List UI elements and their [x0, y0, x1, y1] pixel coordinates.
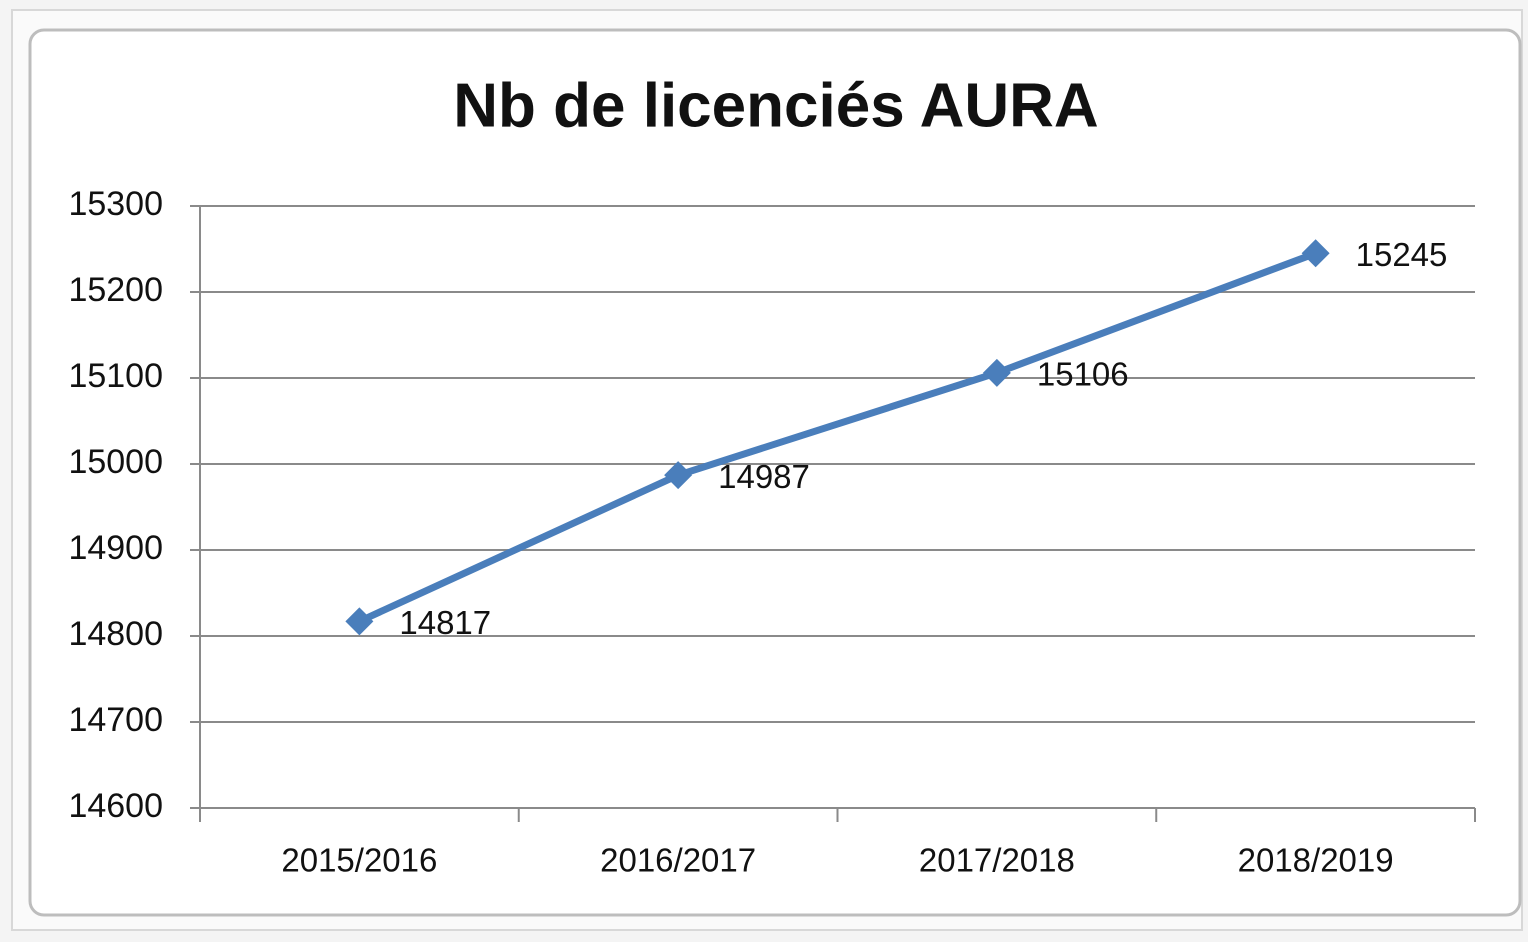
x-tick-label: 2016/2017 [600, 842, 756, 879]
marker [1301, 239, 1330, 268]
data-label: 15245 [1356, 236, 1448, 273]
y-tick-label: 15200 [68, 271, 163, 309]
marker [345, 607, 374, 636]
y-tick-label: 15100 [68, 357, 163, 395]
chart-frame [28, 28, 1522, 917]
marker [982, 358, 1011, 387]
data-label: 14987 [718, 458, 810, 495]
y-tick-label: 14800 [68, 615, 163, 653]
y-tick-label: 15300 [68, 185, 163, 223]
data-label: 15106 [1037, 356, 1129, 393]
x-tick-label: 2015/2016 [281, 842, 437, 879]
marker [664, 461, 693, 490]
y-tick-label: 14700 [68, 701, 163, 739]
y-tick-label: 15000 [68, 443, 163, 481]
chart-title: Nb de licenciés AURA [453, 71, 1098, 140]
y-tick-label: 14600 [68, 787, 163, 825]
y-tick-label: 14900 [68, 529, 163, 567]
line [357, 250, 1317, 625]
x-tick-label: 2018/2019 [1238, 842, 1394, 879]
x-tick-label: 2017/2018 [919, 842, 1075, 879]
data-label: 14817 [399, 604, 491, 641]
